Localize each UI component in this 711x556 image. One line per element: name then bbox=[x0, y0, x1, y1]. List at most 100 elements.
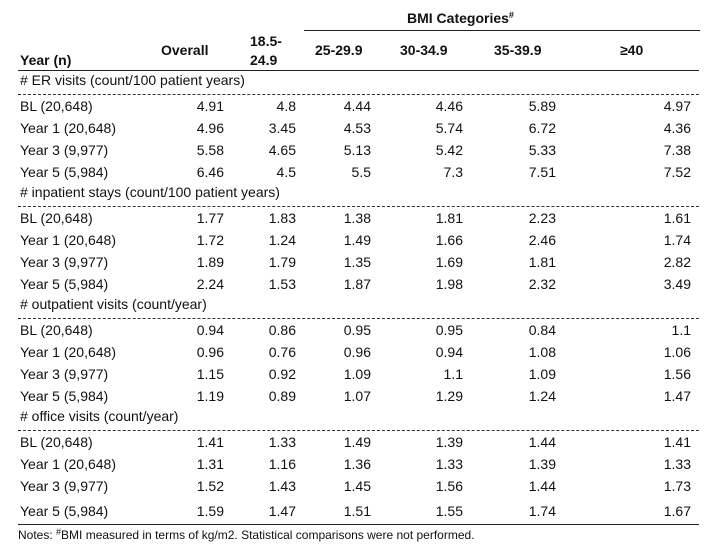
overall-value: 1.31 bbox=[196, 456, 224, 472]
bmi-30-value: 1.66 bbox=[435, 232, 463, 248]
bmi-30-value: 5.74 bbox=[435, 120, 463, 136]
overall-column-header: Overall bbox=[161, 42, 209, 58]
bmi-30-value: 0.94 bbox=[435, 344, 463, 360]
bmi-35-column-header: 35-39.9 bbox=[494, 42, 542, 58]
overall-value: 4.96 bbox=[196, 120, 224, 136]
bmi-30-value: 0.95 bbox=[435, 322, 463, 338]
notes-prefix: Notes: bbox=[18, 528, 57, 542]
bmi-30-value: 1.39 bbox=[435, 434, 463, 450]
overall-value: 0.96 bbox=[196, 344, 224, 360]
overall-value: 1.59 bbox=[196, 503, 224, 519]
overall-value: 6.46 bbox=[196, 164, 224, 180]
overall-value: 5.58 bbox=[196, 142, 224, 158]
bmi-40-value: 1.06 bbox=[663, 344, 691, 360]
bmi-40-value: 1.1 bbox=[671, 322, 691, 338]
bmi-35-value: 1.24 bbox=[528, 388, 556, 404]
bmi-35-value: 1.81 bbox=[528, 254, 556, 270]
overall-value: 1.72 bbox=[196, 232, 224, 248]
bmi-18-5-value: 0.92 bbox=[268, 366, 296, 382]
notes-footnote-mark: # bbox=[56, 527, 62, 537]
bmi-40-value: 1.47 bbox=[663, 388, 691, 404]
bmi-30-value: 1.98 bbox=[435, 276, 463, 292]
bmi-categories-underline bbox=[304, 30, 700, 31]
bmi-40-value: 1.33 bbox=[663, 456, 691, 472]
bmi-30-value: 1.29 bbox=[435, 388, 463, 404]
bmi-40-value: 7.38 bbox=[663, 142, 691, 158]
bmi-18-5-value: 1.53 bbox=[268, 276, 296, 292]
row-label: Year 1 (20,648) bbox=[20, 120, 116, 136]
bmi-40-value: 2.82 bbox=[663, 254, 691, 270]
section-title: # ER visits (count/100 patient years) bbox=[20, 72, 245, 88]
bmi-18-5-value: 1.24 bbox=[268, 232, 296, 248]
bmi-18-5-value: 1.47 bbox=[268, 503, 296, 519]
bmi-18-5-value: 1.43 bbox=[268, 478, 296, 494]
bmi-30-value: 1.55 bbox=[435, 503, 463, 519]
row-label: Year 3 (9,977) bbox=[20, 142, 109, 158]
bmi-25-value: 1.36 bbox=[343, 456, 371, 472]
overall-value: 4.91 bbox=[196, 98, 224, 114]
bmi-25-value: 1.51 bbox=[343, 503, 371, 519]
overall-value: 1.89 bbox=[196, 254, 224, 270]
year-column-header: Year (n) bbox=[20, 52, 72, 68]
row-label: Year 5 (5,984) bbox=[20, 276, 109, 292]
bmi-18-5-value: 0.76 bbox=[268, 344, 296, 360]
bmi-18-5-value: 4.65 bbox=[268, 142, 296, 158]
row-label: Year 1 (20,648) bbox=[20, 344, 116, 360]
notes-text: BMI measured in terms of kg/m2. Statisti… bbox=[61, 528, 475, 542]
bmi-35-value: 6.72 bbox=[528, 120, 556, 136]
row-label: Year 1 (20,648) bbox=[20, 232, 116, 248]
overall-value: 1.52 bbox=[196, 478, 224, 494]
section-divider bbox=[18, 206, 699, 207]
bmi-25-value: 0.95 bbox=[343, 322, 371, 338]
bmi-35-value: 2.32 bbox=[528, 276, 556, 292]
bmi-35-value: 1.39 bbox=[528, 456, 556, 472]
bmi-40-value: 1.56 bbox=[663, 366, 691, 382]
row-label: Year 3 (9,977) bbox=[20, 254, 109, 270]
row-label: Year 3 (9,977) bbox=[20, 366, 109, 382]
bmi-25-value: 1.49 bbox=[343, 434, 371, 450]
bmi-18-5-column-header-line2: 24.9 bbox=[250, 52, 278, 68]
bmi-categories-header: BMI Categories# bbox=[407, 10, 514, 27]
bmi-25-value: 1.09 bbox=[343, 366, 371, 382]
section-divider bbox=[18, 318, 699, 319]
bmi-18-5-value: 1.83 bbox=[268, 210, 296, 226]
bmi-35-value: 5.89 bbox=[528, 98, 556, 114]
bmi-30-column-header: 30-34.9 bbox=[400, 42, 448, 58]
bmi-25-value: 1.49 bbox=[343, 232, 371, 248]
bmi-40-value: 1.67 bbox=[663, 503, 691, 519]
section-divider bbox=[18, 430, 699, 431]
bmi-30-value: 1.33 bbox=[435, 456, 463, 472]
row-label: BL (20,648) bbox=[20, 322, 93, 338]
bmi-25-value: 0.96 bbox=[343, 344, 371, 360]
bmi-40-value: 4.97 bbox=[663, 98, 691, 114]
table-notes: Notes: #BMI measured in terms of kg/m2. … bbox=[18, 527, 475, 543]
row-label: Year 1 (20,648) bbox=[20, 456, 116, 472]
bmi-18-5-column-header-line1: 18.5- bbox=[250, 33, 282, 49]
bmi-35-value: 5.33 bbox=[528, 142, 556, 158]
bmi-25-value: 1.45 bbox=[343, 478, 371, 494]
bmi-30-value: 4.46 bbox=[435, 98, 463, 114]
bmi-30-value: 7.3 bbox=[443, 164, 463, 180]
bmi-18-5-value: 1.79 bbox=[268, 254, 296, 270]
bmi-25-value: 5.5 bbox=[351, 164, 371, 180]
bmi-35-value: 1.44 bbox=[528, 478, 556, 494]
row-label: Year 5 (5,984) bbox=[20, 164, 109, 180]
bmi-25-value: 1.38 bbox=[343, 210, 371, 226]
section-title: # inpatient stays (count/100 patient yea… bbox=[20, 184, 280, 200]
bmi-18-5-value: 0.86 bbox=[268, 322, 296, 338]
overall-value: 1.19 bbox=[196, 388, 224, 404]
section-divider bbox=[18, 94, 699, 95]
row-label: Year 3 (9,977) bbox=[20, 478, 109, 494]
row-label: BL (20,648) bbox=[20, 434, 93, 450]
bmi-40-value: 3.49 bbox=[663, 276, 691, 292]
bmi-30-value: 1.1 bbox=[443, 366, 463, 382]
overall-value: 1.77 bbox=[196, 210, 224, 226]
bmi-25-value: 4.44 bbox=[343, 98, 371, 114]
bmi-35-value: 7.51 bbox=[528, 164, 556, 180]
bmi-18-5-value: 1.16 bbox=[268, 456, 296, 472]
overall-value: 1.15 bbox=[196, 366, 224, 382]
overall-value: 1.41 bbox=[196, 434, 224, 450]
section-title: # office visits (count/year) bbox=[20, 408, 179, 424]
bmi-25-value: 5.13 bbox=[343, 142, 371, 158]
row-label: BL (20,648) bbox=[20, 210, 93, 226]
